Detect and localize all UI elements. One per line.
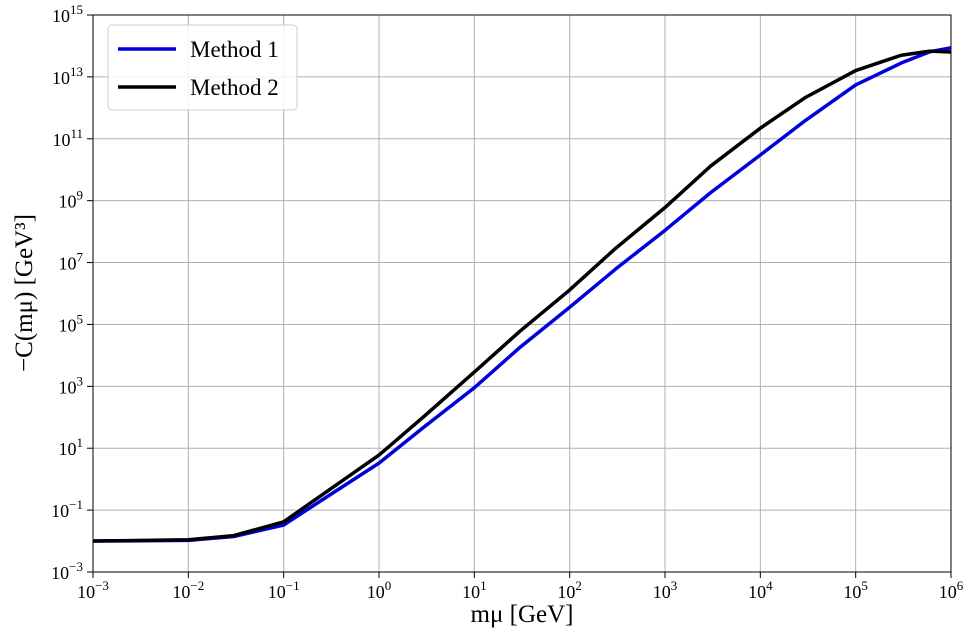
x-tick-label: 10−1 [268, 578, 300, 602]
x-tick-label: 10−2 [172, 578, 204, 602]
y-tick-label: 105 [59, 311, 84, 335]
y-tick-label: 103 [59, 373, 84, 397]
y-tick-label: 107 [59, 250, 84, 274]
y-tick-label: 101 [59, 435, 84, 459]
x-tick-label: 101 [462, 578, 487, 602]
x-axis-label: mμ [GeV] [471, 601, 574, 628]
series-line [93, 46, 951, 543]
y-axis-label: −C(mμ) [GeV³] [11, 214, 38, 372]
y-tick-label: 109 [59, 188, 84, 212]
y-tick-label: 10−3 [51, 559, 83, 583]
legend-label: Method 2 [190, 75, 279, 100]
y-tick-label: 10−1 [51, 497, 83, 521]
series-line [93, 49, 951, 543]
legend-label: Method 1 [190, 37, 279, 62]
y-tick-label: 1011 [52, 126, 83, 150]
y-tick-label: 1015 [52, 2, 83, 26]
x-tick-label: 10−3 [77, 578, 109, 602]
x-tick-label: 102 [557, 578, 582, 602]
x-tick-label: 106 [939, 578, 964, 602]
plot-frame [92, 14, 952, 573]
x-tick-label: 103 [653, 578, 678, 602]
y-tick-label: 1013 [52, 64, 83, 88]
x-tick-label: 105 [843, 578, 868, 602]
x-tick-label: 104 [748, 578, 773, 602]
x-tick-label: 100 [367, 578, 392, 602]
